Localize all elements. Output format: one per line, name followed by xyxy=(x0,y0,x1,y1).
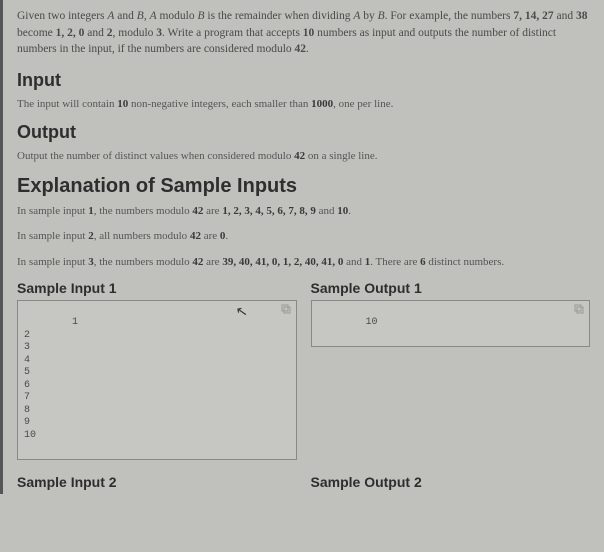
sample-output-2-heading: Sample Output 2 xyxy=(311,474,591,490)
var-b: B xyxy=(197,10,204,22)
var-b: B xyxy=(378,10,385,22)
sample-input-1-box[interactable]: 1 2 3 4 5 6 7 8 9 10 xyxy=(17,300,297,460)
sample-input-2-col: Sample Input 2 xyxy=(17,474,297,494)
t: are xyxy=(203,205,222,217)
sample-output-2-col: Sample Output 2 xyxy=(311,474,591,494)
n: 10 xyxy=(303,27,315,39)
explanation-2: In sample input 2, all numbers modulo 42… xyxy=(17,229,590,244)
t: Output the number of distinct values whe… xyxy=(17,150,294,162)
t: In sample input xyxy=(17,230,88,242)
t: . xyxy=(306,43,309,55)
problem-intro: Given two integers A and B, A modulo B i… xyxy=(17,8,590,58)
t: is the remainder when dividing xyxy=(205,10,354,22)
copy-icon[interactable] xyxy=(280,303,292,315)
t: are xyxy=(203,256,222,268)
n: 1000 xyxy=(311,98,333,110)
sample-output-1-box[interactable]: 10 xyxy=(311,300,591,348)
t: , modulo xyxy=(113,27,157,39)
var-a: A xyxy=(150,10,157,22)
t: The input will contain xyxy=(17,98,117,110)
t: are xyxy=(201,230,220,242)
t: non-negative integers, each smaller than xyxy=(128,98,311,110)
n: 1, 2, 3, 4, 5, 6, 7, 8, 9 xyxy=(222,205,316,217)
t: Given two integers xyxy=(17,10,107,22)
output-heading: Output xyxy=(17,122,590,143)
t: and xyxy=(554,10,576,22)
n: 38 xyxy=(576,10,588,22)
n: 10 xyxy=(117,98,128,110)
t: and xyxy=(316,205,337,217)
t: In sample input xyxy=(17,256,88,268)
explanation-heading: Explanation of Sample Inputs xyxy=(17,175,590,198)
t: . Write a program that accepts xyxy=(162,27,303,39)
sample-input-2-heading: Sample Input 2 xyxy=(17,474,297,490)
t: modulo xyxy=(157,10,198,22)
t: distinct numbers. xyxy=(426,256,505,268)
t: , one per line. xyxy=(333,98,393,110)
t: by xyxy=(360,10,377,22)
n: 7, 14, 27 xyxy=(513,10,553,22)
n: 42 xyxy=(192,205,203,217)
sample-output-1-text: 10 xyxy=(366,317,378,328)
t: , the numbers modulo xyxy=(94,205,193,217)
input-heading: Input xyxy=(17,70,590,91)
t: . xyxy=(225,230,228,242)
sample-2-row: Sample Input 2 Sample Output 2 xyxy=(17,474,590,494)
sample-input-1-col: Sample Input 1 1 2 3 4 5 6 7 8 9 10 xyxy=(17,280,297,460)
sample-input-1-heading: Sample Input 1 xyxy=(17,280,297,296)
t: on a single line. xyxy=(305,150,377,162)
sample-output-1-col: Sample Output 1 10 xyxy=(311,280,591,460)
t: , the numbers modulo xyxy=(94,256,193,268)
sample-input-1-text: 1 2 3 4 5 6 7 8 9 10 xyxy=(24,317,78,441)
t: and xyxy=(84,27,106,39)
problem-page: Given two integers A and B, A modulo B i… xyxy=(0,0,604,494)
output-desc: Output the number of distinct values whe… xyxy=(17,149,590,164)
n: 42 xyxy=(192,256,203,268)
var-b: B xyxy=(137,10,144,22)
n: 39, 40, 41, 0, 1, 2, 40, 41, 0 xyxy=(222,256,343,268)
explanation-1: In sample input 1, the numbers modulo 42… xyxy=(17,204,590,219)
t: become xyxy=(17,27,56,39)
sample-output-1-heading: Sample Output 1 xyxy=(311,280,591,296)
n: 42 xyxy=(295,43,307,55)
t: In sample input xyxy=(17,205,88,217)
n: 1, 2, 0 xyxy=(56,27,85,39)
t: and xyxy=(343,256,364,268)
t: . There are xyxy=(370,256,420,268)
t: . For example, the numbers xyxy=(385,10,514,22)
n: 42 xyxy=(294,150,305,162)
input-desc: The input will contain 10 non-negative i… xyxy=(17,97,590,112)
t: and xyxy=(114,10,136,22)
explanation-3: In sample input 3, the numbers modulo 42… xyxy=(17,255,590,270)
n: 42 xyxy=(190,230,201,242)
n: 10 xyxy=(337,205,348,217)
t: , all numbers modulo xyxy=(94,230,190,242)
t: . xyxy=(348,205,351,217)
copy-icon[interactable] xyxy=(573,303,585,315)
sample-1-row: Sample Input 1 1 2 3 4 5 6 7 8 9 10 Samp… xyxy=(17,280,590,460)
